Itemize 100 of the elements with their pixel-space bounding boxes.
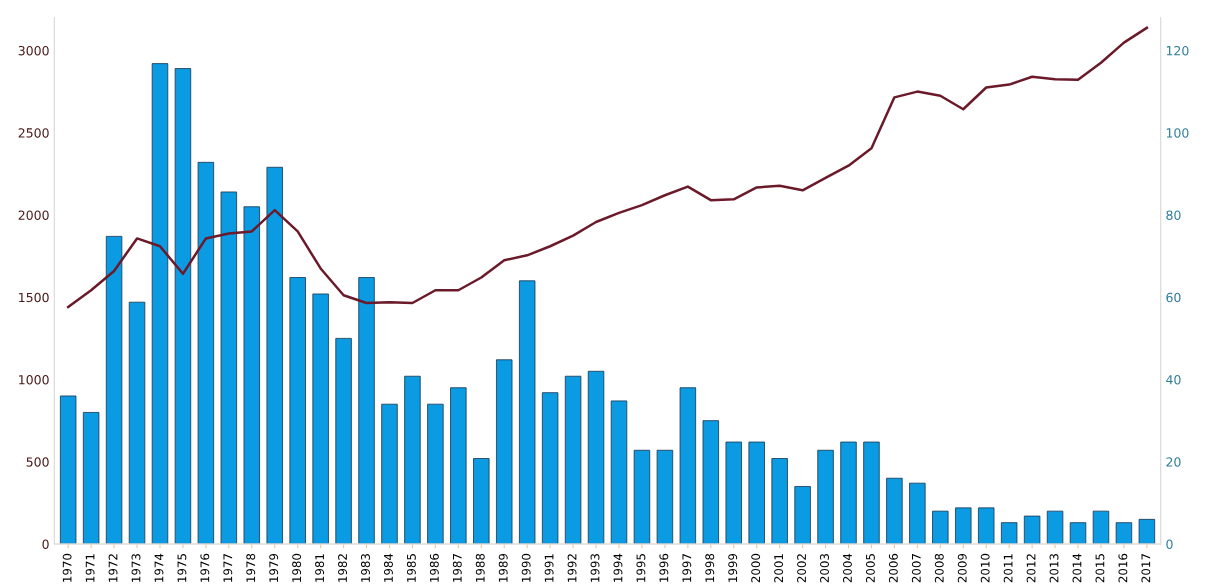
x-tick-label: 1975 — [177, 554, 187, 582]
x-tick-label: 1991 — [544, 554, 554, 582]
x-tick-label: 1988 — [475, 553, 485, 582]
y-tick-label: 1500 — [19, 292, 49, 303]
bar — [496, 359, 513, 545]
bar — [197, 161, 215, 545]
x-tick-label: 2015 — [1095, 554, 1105, 583]
x-tick-label: 1977 — [223, 554, 233, 582]
bar — [587, 370, 605, 545]
bar — [633, 449, 651, 545]
bar — [174, 68, 192, 545]
bar — [955, 507, 972, 545]
bar — [450, 387, 467, 545]
y2-tick-label: 100 — [1166, 128, 1189, 138]
y-tick-label: 1000 — [19, 374, 49, 385]
x-tick-label: 1992 — [567, 554, 577, 582]
bar — [289, 277, 306, 545]
x-tick-label: 1976 — [200, 553, 210, 582]
x-tick-label: 1978 — [246, 553, 256, 582]
bar — [656, 449, 674, 545]
bar — [1023, 515, 1041, 545]
x-tick-label: 2009 — [957, 553, 967, 583]
bar — [404, 375, 421, 545]
bar — [702, 420, 720, 545]
bar — [220, 191, 238, 545]
x-tick-label: 2013 — [1049, 554, 1059, 583]
bar — [932, 510, 949, 545]
bar — [1115, 522, 1133, 545]
x-tick-label: 2008 — [934, 553, 944, 583]
bar — [794, 486, 811, 545]
y2-tick-label: 60 — [1166, 292, 1181, 303]
x-tick-label: 2017 — [1141, 554, 1151, 583]
x-tick-label: 2005 — [865, 554, 875, 583]
y-tick-label: 2000 — [18, 210, 49, 220]
x-tick-label: 1994 — [613, 553, 623, 582]
bar — [473, 458, 490, 545]
x-tick-label: 2014 — [1072, 553, 1082, 583]
bar — [59, 395, 77, 545]
bar — [541, 392, 559, 545]
bar — [266, 166, 283, 545]
line-series — [66, 26, 1149, 309]
x-tick-label: 1989 — [498, 553, 508, 582]
bar — [564, 375, 582, 545]
x-tick-label: 1990 — [521, 553, 531, 582]
bar — [335, 337, 352, 545]
bar — [1069, 522, 1087, 545]
bar — [1138, 518, 1156, 545]
bar — [381, 403, 398, 545]
bar — [243, 206, 261, 545]
x-tick-label: 2001 — [774, 554, 784, 583]
bar — [725, 441, 742, 545]
bar — [1046, 510, 1064, 545]
x-tick-label: 2000 — [751, 553, 761, 583]
x-tick-label: 1979 — [269, 553, 279, 582]
x-tick-label: 1983 — [361, 554, 370, 582]
bar — [312, 293, 329, 545]
x-tick-label: 1981 — [315, 554, 325, 582]
x-tick-label: 1974 — [154, 553, 164, 582]
bar — [1092, 510, 1110, 545]
x-tick-label: 2011 — [1003, 554, 1013, 583]
x-tick-label: 1984 — [383, 553, 393, 582]
bar — [427, 403, 444, 545]
x-tick-label: 2002 — [797, 554, 807, 583]
x-tick-label: 1970 — [62, 553, 72, 582]
x-tick-label: 1997 — [682, 554, 692, 582]
bar — [679, 387, 697, 545]
x-tick-label: 2006 — [888, 553, 898, 583]
bar — [358, 277, 375, 545]
x-tick-label: 1985 — [406, 554, 416, 582]
x-tick-label: 2010 — [980, 553, 990, 583]
x-tick-label: 1998 — [705, 553, 715, 582]
x-tick-label: 1999 — [728, 553, 738, 582]
y2-tick-label: 0 — [1166, 539, 1173, 549]
x-tick-label: 1973 — [131, 554, 141, 582]
x-tick-label: 1996 — [659, 553, 669, 582]
bar — [977, 507, 995, 545]
bar — [610, 400, 628, 545]
bar — [748, 441, 765, 545]
bar — [128, 301, 146, 545]
bar — [518, 280, 536, 545]
x-tick-label: 2004 — [843, 553, 852, 583]
x-tick-label: 1980 — [292, 553, 302, 582]
x-tick-label: 1971 — [85, 554, 95, 582]
y-tick-label: 500 — [26, 457, 49, 467]
x-tick-label: 1995 — [636, 554, 646, 582]
bar — [840, 441, 857, 545]
bar — [886, 477, 903, 545]
bar — [1000, 522, 1018, 545]
x-tick-label: 1986 — [429, 553, 439, 582]
y2-tick-label: 120 — [1166, 45, 1189, 56]
y2-tick-label: 20 — [1166, 457, 1181, 467]
bar — [105, 235, 123, 545]
bar — [151, 63, 169, 545]
y-tick-label: 2500 — [18, 128, 49, 138]
y-tick-label: 0 — [42, 539, 49, 549]
x-tick-label: 2007 — [911, 554, 921, 583]
bar — [771, 458, 788, 545]
x-tick-label: 1972 — [108, 554, 118, 582]
y-tick-label: 3000 — [18, 45, 49, 56]
x-tick-label: 2016 — [1118, 553, 1128, 583]
